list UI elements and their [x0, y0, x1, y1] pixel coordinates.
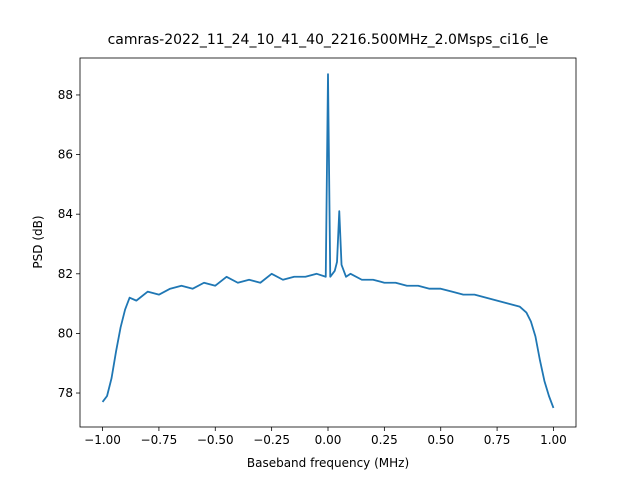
axes-frame: [79, 57, 577, 428]
x-tick-label: 0.00: [315, 433, 342, 447]
x-tick-label: 0.50: [427, 433, 454, 447]
psd-line: [101, 73, 555, 409]
x-tick-label: 1.00: [540, 433, 567, 447]
y-tick-label: 84: [58, 207, 73, 221]
y-tick-label: 88: [58, 88, 73, 102]
chart-title: camras-2022_11_24_10_41_40_2216.500MHz_2…: [108, 32, 549, 48]
y-tick-label: 80: [58, 326, 73, 340]
x-axis-label: Baseband frequency (MHz): [247, 456, 409, 470]
y-axis-label: PSD (dB): [31, 215, 45, 268]
x-tick-label: −0.25: [253, 433, 290, 447]
x-tick-label: −1.00: [84, 433, 121, 447]
y-tick-label: 82: [58, 267, 73, 281]
x-tick-label: 0.75: [484, 433, 511, 447]
x-tick-label: −0.50: [197, 433, 234, 447]
y-tick-label: 78: [58, 386, 73, 400]
y-tick-label: 86: [58, 148, 73, 162]
x-tick-label: −0.75: [141, 433, 178, 447]
x-tick-label: 0.25: [371, 433, 398, 447]
